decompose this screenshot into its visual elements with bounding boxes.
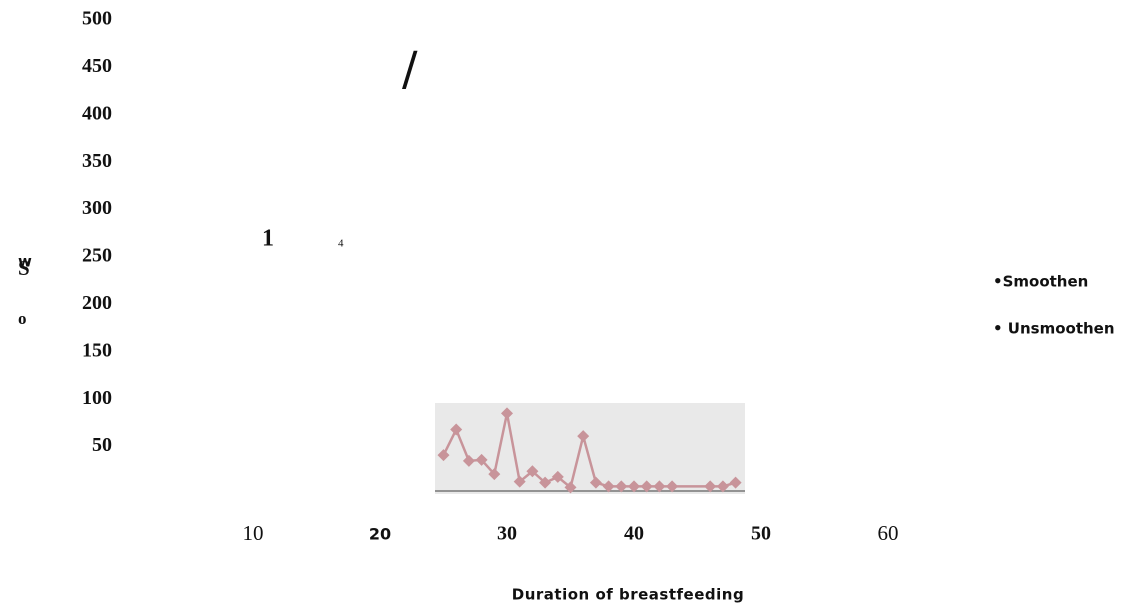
x-tick-label: 10 — [243, 521, 264, 545]
x-tick-label: 50 — [751, 523, 771, 545]
y-tick-label: 500 — [82, 8, 112, 30]
y-tick-label: 50 — [92, 434, 112, 456]
y-tick-label: 150 — [82, 339, 112, 361]
annotation: 4 — [338, 238, 344, 250]
x-tick-label: 30 — [497, 523, 517, 545]
x-tick-label: 20 — [369, 525, 391, 544]
y-tick-label: 400 — [82, 102, 112, 124]
x-tick-label: 60 — [878, 521, 899, 545]
legend-entry: • Unsmoothen — [993, 320, 1115, 338]
y-tick-label: 250 — [82, 245, 112, 267]
x-tick-label: 40 — [624, 523, 644, 545]
x-axis-label: Duration of breastfeeding — [512, 586, 744, 604]
y-label-fragment: S — [18, 256, 30, 280]
annotation: 1 — [262, 226, 274, 252]
annotation: / — [402, 42, 418, 96]
y-tick-label: 300 — [82, 197, 112, 219]
y-tick-label: 450 — [82, 55, 112, 77]
y-label-fragment: o — [18, 309, 27, 328]
y-tick-label: 200 — [82, 292, 112, 314]
y-tick-label: 100 — [82, 387, 112, 409]
y-tick-label: 350 — [82, 150, 112, 172]
chart: w S o 1 4 / •Smoothen • Unsmoothen Durat… — [0, 0, 1140, 606]
plot-image-region — [435, 403, 745, 494]
legend-entry: •Smoothen — [993, 273, 1088, 291]
